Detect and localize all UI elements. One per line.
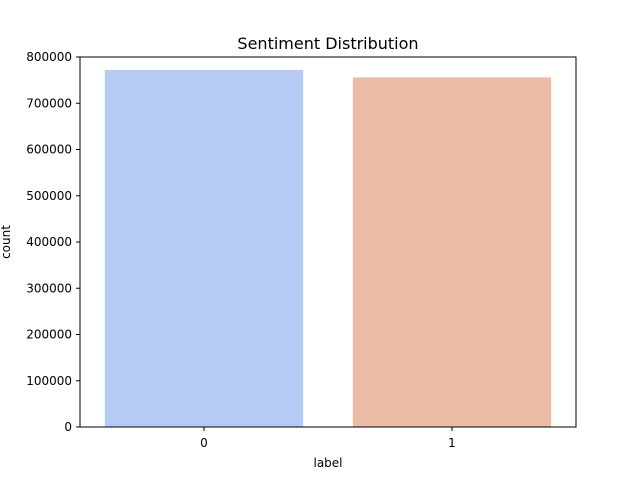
y-tick-label-500000: 500000 — [26, 189, 72, 203]
x-tick-label-0: 0 — [200, 436, 208, 450]
y-tick-label-300000: 300000 — [26, 281, 72, 295]
bar-0 — [104, 69, 304, 427]
y-tick-label-800000: 800000 — [26, 50, 72, 64]
plot-frame — [79, 56, 577, 428]
x-axis-label: label — [313, 456, 342, 470]
x-tick-label-1: 1 — [448, 436, 456, 450]
y-axis-label: count — [0, 225, 13, 259]
y-tick-label-200000: 200000 — [26, 328, 72, 342]
bars-layer — [104, 69, 552, 427]
y-tick-label-400000: 400000 — [26, 235, 72, 249]
y-tick-label-100000: 100000 — [26, 374, 72, 388]
y-axis-ticks: 0 100000 200000 300000 400000 500000 600000 700… — [26, 50, 80, 434]
y-tick-label-700000: 700000 — [26, 96, 72, 110]
bar-1 — [352, 77, 552, 427]
y-tick-label-0: 0 — [64, 420, 72, 434]
y-tick-label-600000: 600000 — [26, 143, 72, 157]
chart-title: Sentiment Distribution — [237, 34, 418, 53]
